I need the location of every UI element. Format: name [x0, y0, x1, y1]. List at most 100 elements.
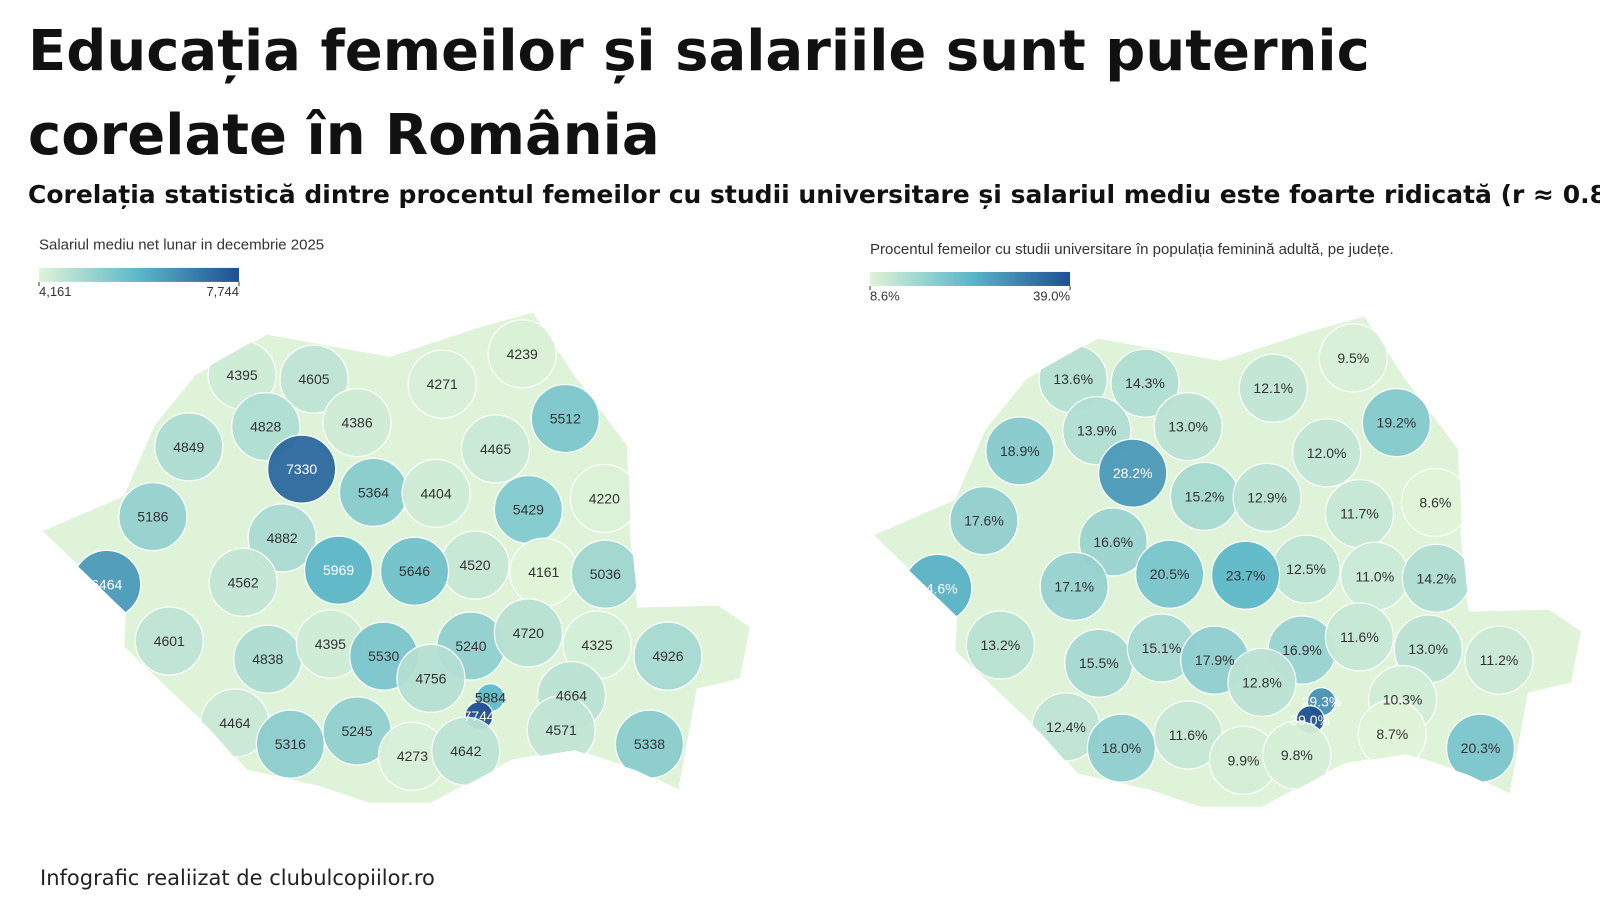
county-label: 5245 [341, 723, 372, 739]
county-label: 4571 [546, 722, 577, 738]
county-label: 24.6% [918, 580, 958, 596]
county-label: 19.2% [1377, 415, 1417, 431]
county-label: 10.3% [1383, 692, 1423, 708]
county [255, 709, 325, 779]
county-label: 11.6% [1340, 629, 1379, 645]
county-label: 4273 [397, 748, 428, 764]
county [396, 643, 466, 713]
county [118, 482, 188, 552]
county [267, 434, 337, 504]
county-label: 6464 [91, 576, 122, 592]
county-label: 16.6% [1093, 534, 1133, 550]
county-label: 15.2% [1185, 488, 1225, 504]
county-label: 5338 [634, 736, 665, 752]
counties [72, 319, 703, 791]
county-label: 12.8% [1242, 674, 1282, 690]
county-label: 11.6% [1169, 727, 1208, 743]
county-label: 4325 [582, 637, 613, 653]
county [493, 598, 563, 668]
county-label: 39.0% [1290, 712, 1330, 728]
county-label: 4664 [556, 688, 587, 704]
county-label: 4386 [341, 415, 372, 431]
maps: Salariul mediu net lunar in decembrie 20… [38, 237, 1584, 809]
county [379, 536, 450, 606]
county [633, 621, 703, 691]
county [1318, 323, 1388, 393]
county-label: 13.2% [980, 637, 1020, 653]
county-label: 12.1% [1253, 380, 1293, 396]
county [1086, 713, 1157, 783]
county-label: 17.1% [1054, 578, 1094, 594]
county-label: 5646 [399, 563, 430, 579]
county-label: 29.3% [1302, 694, 1342, 710]
county-label: 4161 [528, 564, 559, 580]
title: Educația femeilor și salariile sunt pute… [28, 19, 1370, 168]
county-label: 12.4% [1046, 719, 1086, 735]
county-label: 5530 [368, 648, 399, 664]
county-label: 9.8% [1281, 747, 1313, 763]
county [1238, 353, 1308, 423]
county-label: 5429 [513, 502, 544, 518]
county [401, 458, 471, 528]
county [1210, 540, 1281, 610]
county-label: 7330 [286, 461, 317, 477]
county [1039, 551, 1109, 621]
county [1153, 392, 1223, 462]
legend-max-label: 39.0% [1033, 288, 1070, 303]
subtitle: Corelația statistică dintre procentul fe… [28, 180, 1600, 209]
county-label: 4926 [652, 648, 683, 664]
county-label: 4220 [589, 490, 620, 506]
county [1361, 387, 1431, 458]
county-label: 4601 [154, 633, 185, 649]
county [279, 344, 349, 414]
county [134, 606, 204, 676]
county-label: 4562 [228, 574, 259, 590]
county-label: 11.7% [1340, 506, 1379, 522]
county [1098, 438, 1168, 508]
county-label: 17.6% [964, 513, 1004, 529]
county-label: 12.0% [1307, 445, 1347, 461]
county [985, 416, 1055, 486]
county-label: 5969 [323, 562, 354, 578]
county-label: 4395 [227, 367, 258, 383]
county-label: 15.1% [1142, 640, 1182, 656]
county-label: 4720 [513, 625, 544, 641]
county-label: 11.2% [1480, 652, 1519, 668]
legend-bar [870, 271, 1071, 286]
legend-bar [38, 267, 239, 282]
county-label: 13.0% [1168, 419, 1208, 435]
county [1227, 647, 1297, 718]
county-label: 4404 [420, 485, 451, 501]
county [1464, 625, 1534, 695]
county-label: 9.9% [1228, 752, 1260, 768]
county-label: 5316 [275, 736, 306, 752]
county-label: 5036 [590, 566, 621, 582]
county-label: 4828 [250, 419, 281, 435]
county-label: 4239 [507, 346, 538, 362]
county [1262, 720, 1332, 790]
county-label: 8.6% [1419, 494, 1451, 510]
county-label: 4642 [450, 743, 481, 759]
county-label: 5364 [358, 484, 389, 500]
county-label: 5884 [475, 690, 506, 706]
county-label: 17.9% [1195, 652, 1235, 668]
county [460, 414, 531, 484]
county [208, 547, 278, 617]
legend-min-label: 8.6% [870, 288, 900, 303]
county [530, 383, 600, 454]
legend-title: Salariul mediu net lunar in decembrie 20… [39, 237, 324, 254]
legend-max-label: 7,744 [206, 284, 239, 299]
county-label: 16.9% [1282, 642, 1322, 658]
county [303, 535, 374, 605]
county-label: 4395 [315, 636, 346, 652]
county-label: 14.3% [1125, 375, 1165, 391]
legend-title: Procentul femeilor cu studii universitar… [870, 241, 1394, 258]
county-label: 11.0% [1356, 568, 1395, 584]
county [487, 319, 557, 389]
county-label: 13.9% [1077, 423, 1117, 439]
county-label: 20.3% [1461, 740, 1501, 756]
legend-min-label: 4,161 [39, 284, 72, 299]
county-label: 13.0% [1408, 641, 1448, 657]
county-label: 5240 [455, 638, 486, 654]
